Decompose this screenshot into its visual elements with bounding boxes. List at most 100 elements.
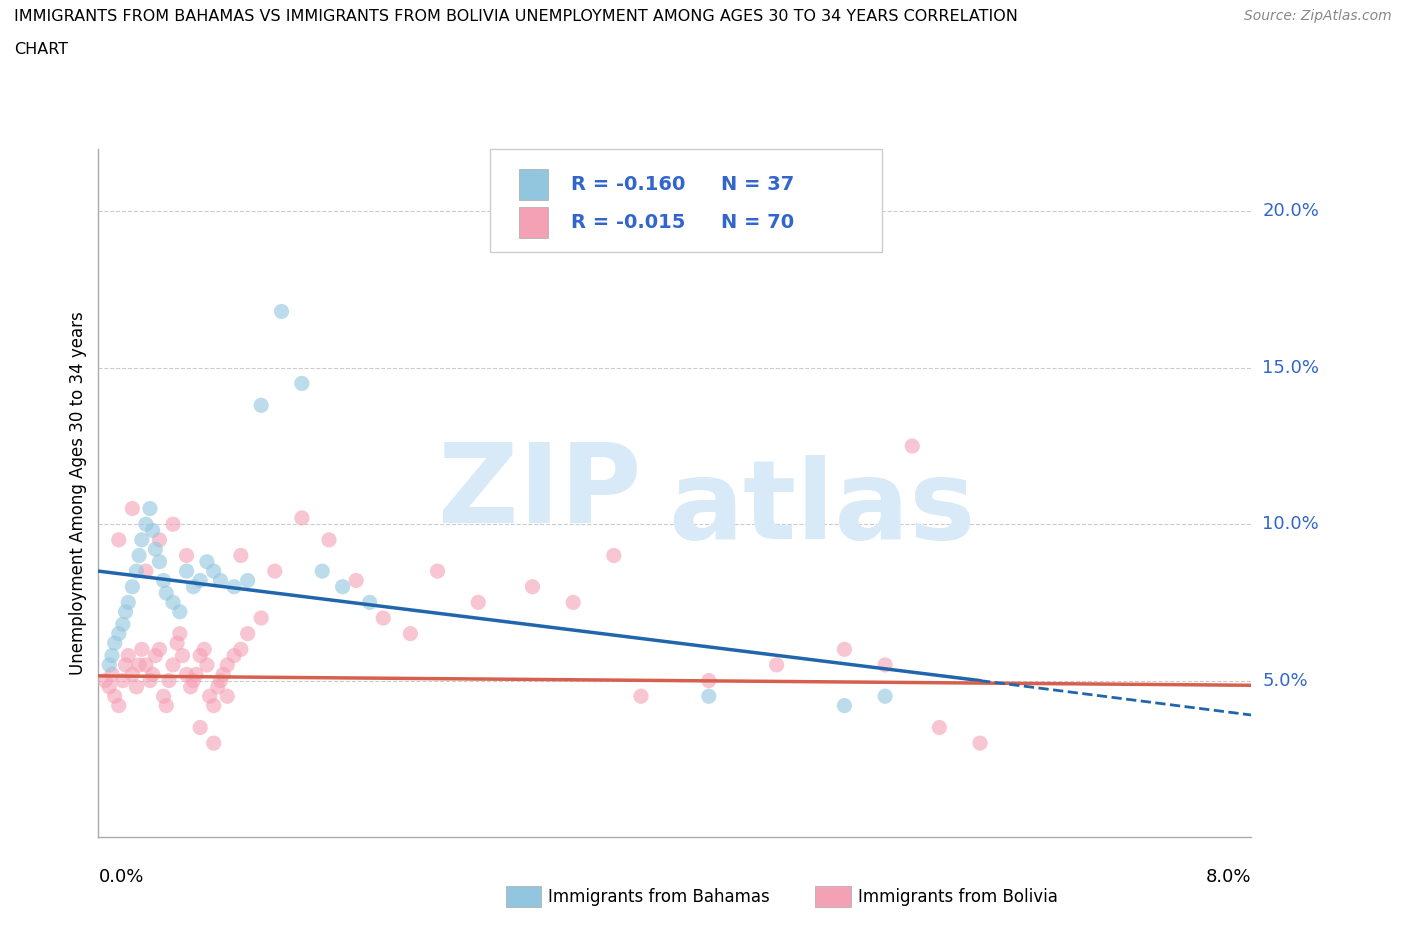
Point [125,680,148,695]
Point [107,626,129,641]
Point [875,658,897,672]
Point [209,673,232,688]
FancyBboxPatch shape [491,149,883,252]
Point [117,648,139,663]
Point [212,667,235,682]
Point [522,579,544,594]
Point [183,579,205,594]
Text: Source: ZipAtlas.com: Source: ZipAtlas.com [1244,9,1392,23]
Point [399,626,422,641]
Point [125,564,148,578]
Text: atlas: atlas [668,455,976,562]
Text: 8.0%: 8.0% [1206,868,1251,885]
Point [229,548,252,563]
Point [111,617,134,631]
Point [202,564,225,578]
Point [121,667,143,682]
Point [207,680,229,695]
Point [209,573,232,588]
Point [169,626,191,641]
Text: CHART: CHART [14,42,67,57]
Point [135,517,157,532]
Point [117,595,139,610]
Point [969,736,991,751]
Point [198,689,221,704]
Point [155,586,177,601]
Point [834,698,856,713]
Point [142,667,165,682]
Point [188,648,211,663]
Bar [519,169,548,201]
Point [128,548,150,563]
Text: N = 70: N = 70 [721,213,794,232]
Point [111,673,134,688]
Point [311,564,333,578]
Text: 15.0%: 15.0% [1263,359,1319,377]
Point [217,689,239,704]
Point [148,642,170,657]
Point [834,642,856,657]
Text: IMMIGRANTS FROM BAHAMAS VS IMMIGRANTS FROM BOLIVIA UNEMPLOYMENT AMONG AGES 30 TO: IMMIGRANTS FROM BAHAMAS VS IMMIGRANTS FR… [14,9,1018,24]
Point [169,604,191,619]
Text: R = -0.015: R = -0.015 [571,213,686,232]
Point [131,642,153,657]
Point [145,648,167,663]
Point [291,376,314,391]
Bar [519,207,548,238]
Text: ZIP: ZIP [437,439,641,547]
Text: 20.0%: 20.0% [1263,203,1319,220]
Text: R = -0.160: R = -0.160 [571,175,686,194]
Point [188,720,211,735]
Point [162,517,184,532]
Text: 10.0%: 10.0% [1263,515,1319,533]
Point [222,648,245,663]
Text: 0.0%: 0.0% [98,868,143,885]
Point [162,658,184,672]
Point [697,673,720,688]
Point [195,554,218,569]
Point [183,673,205,688]
Text: 5.0%: 5.0% [1263,671,1308,689]
Point [155,698,177,713]
Text: N = 37: N = 37 [721,175,794,194]
Text: Immigrants from Bolivia: Immigrants from Bolivia [858,887,1057,906]
Point [176,548,198,563]
Point [131,532,153,547]
Point [135,658,157,672]
Point [630,689,652,704]
Y-axis label: Unemployment Among Ages 30 to 34 years: Unemployment Among Ages 30 to 34 years [69,311,87,675]
Point [270,304,292,319]
Point [94,673,117,688]
Point [98,680,121,695]
Point [139,673,162,688]
Point [202,698,225,713]
Point [344,573,367,588]
Point [180,680,202,695]
Point [236,626,259,641]
Point [359,595,381,610]
Point [176,667,198,682]
Point [145,542,167,557]
Point [166,635,188,650]
Point [291,511,314,525]
Point [162,595,184,610]
Point [236,573,259,588]
Point [332,579,354,594]
Point [121,579,143,594]
Point [426,564,449,578]
Point [107,532,129,547]
Point [562,595,585,610]
Point [135,564,157,578]
Point [148,554,170,569]
Point [121,501,143,516]
Point [250,611,273,626]
Point [107,698,129,713]
Point [98,658,121,672]
Point [875,689,897,704]
Point [104,689,127,704]
Text: Immigrants from Bahamas: Immigrants from Bahamas [548,887,770,906]
Point [157,673,180,688]
Point [184,667,207,682]
Point [104,635,127,650]
Point [229,642,252,657]
